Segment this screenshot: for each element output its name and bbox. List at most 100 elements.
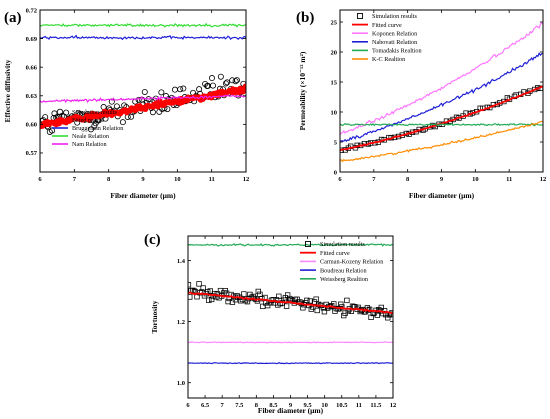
- y-tick-label: 1.4: [177, 258, 186, 265]
- x-tick-label: 11: [506, 176, 512, 183]
- legend-label: Tomadakis Realtion: [372, 48, 422, 55]
- data-point: [313, 296, 319, 302]
- data-point: [149, 109, 156, 116]
- x-axis-title: Fiber diameter (μm): [110, 191, 176, 200]
- data-point: [300, 305, 306, 311]
- x-tick-label: 7: [221, 402, 225, 409]
- y-tick-label: 20: [331, 49, 338, 56]
- data-point: [294, 296, 300, 302]
- legend-label: Fitted curve: [372, 22, 402, 29]
- legend-swatch: [56, 108, 64, 116]
- data-point: [361, 140, 368, 147]
- series-nam-relation: [40, 94, 246, 104]
- y-axis-title: Tortuosity: [150, 300, 159, 333]
- x-tick-label: 9: [440, 176, 444, 183]
- x-tick-label: 9: [141, 176, 145, 183]
- data-point: [378, 304, 384, 311]
- series-fitted-curve: [340, 85, 543, 152]
- data-point: [208, 75, 215, 82]
- legend-label: Bruggeman Relation: [72, 125, 123, 132]
- y-tick-label: 5: [334, 139, 338, 146]
- legend-label: Carman-Kozeny Relation: [320, 259, 383, 266]
- y-tick-label: 0.57: [26, 150, 38, 157]
- data-point: [222, 80, 229, 87]
- legend-swatch: [305, 241, 311, 247]
- data-point: [132, 98, 139, 105]
- legend-label: Fitted results: [72, 117, 105, 124]
- data-point: [63, 109, 70, 116]
- series-fitted-curve: [188, 291, 393, 315]
- series-koponen-relation: [340, 22, 543, 135]
- y-tick-label: 15: [331, 79, 338, 86]
- x-tick-label: 8: [255, 402, 259, 409]
- series-line: [188, 361, 393, 365]
- data-point: [188, 294, 193, 300]
- series-line: [340, 52, 543, 143]
- y-tick-label: 1.0: [177, 380, 185, 387]
- data-point: [180, 85, 187, 92]
- x-tick-label: 12: [243, 176, 250, 183]
- x-axis-title: Fiber diameter (μm): [409, 191, 475, 200]
- series-fitted-results: [40, 83, 246, 130]
- data-point: [164, 106, 171, 113]
- x-tick-label: 6: [338, 176, 342, 183]
- data-point: [196, 86, 203, 93]
- y-tick-label: 10: [331, 109, 338, 116]
- series-line: [40, 94, 246, 104]
- legend-label: Koponen Relation: [372, 30, 417, 37]
- series-line: [188, 291, 393, 315]
- series-line: [40, 34, 246, 41]
- data-point: [338, 301, 344, 307]
- series-bruggeman-relation: [40, 34, 246, 41]
- legend-label: Weissberg Realtion: [320, 276, 368, 283]
- y-tick-label: 0.72: [26, 7, 37, 14]
- y-tick-label: 1.2: [177, 319, 185, 326]
- data-point: [108, 98, 115, 105]
- chart-panel-2: (b) 6 7 8 9 10 11 12 0 5 10 15 20 25 Fiber diameter (μ…: [296, 9, 547, 200]
- data-point: [344, 297, 350, 304]
- y-tick-label: 0.69: [26, 36, 38, 43]
- data-point: [241, 291, 247, 297]
- y-tick-label: 0.66: [26, 64, 38, 71]
- x-tick-label: 9.5: [304, 402, 313, 409]
- data-point: [209, 82, 216, 89]
- plot-frame: [339, 9, 544, 173]
- x-tick-label: 10: [321, 402, 328, 409]
- data-point: [314, 307, 320, 314]
- series-simulation-results: [40, 73, 246, 135]
- data-point: [200, 285, 206, 291]
- data-point: [388, 311, 393, 317]
- x-tick-label: 8: [406, 176, 410, 183]
- x-tick-label: 12: [540, 176, 547, 183]
- data-point: [211, 290, 218, 297]
- legend-label: Simulation results: [372, 13, 417, 20]
- data-point: [156, 108, 163, 115]
- data-point: [321, 309, 328, 315]
- y-tick-label: 25: [331, 19, 338, 26]
- data-point: [113, 103, 120, 110]
- data-point: [242, 83, 246, 90]
- data-point: [225, 298, 231, 305]
- data-point: [177, 86, 184, 93]
- legend-label: Nam Relation: [72, 141, 107, 148]
- series-line: [340, 22, 543, 135]
- x-tick-label: 7.5: [235, 402, 244, 409]
- legend-label: Nabovati Relation: [372, 39, 417, 46]
- chart-panel-3: (c) 6 6.5 7 7.5 8 8.5 9 9.5 10 10.5 11 11.5 12 1.0 1.2 1…: [144, 232, 396, 415]
- series-line: [188, 242, 393, 247]
- data-point: [171, 86, 178, 93]
- plot-area: [340, 22, 543, 163]
- data-point: [232, 78, 239, 85]
- data-point: [233, 77, 240, 84]
- x-tick-label: 10.5: [336, 402, 348, 409]
- plot-area: [188, 242, 393, 365]
- x-tick-label: 10: [472, 176, 479, 183]
- x-tick-label: 9: [289, 402, 293, 409]
- x-tick-label: 6.5: [201, 402, 210, 409]
- y-tick-label: 0: [334, 169, 337, 176]
- data-point: [42, 114, 49, 121]
- series-neale-relation: [40, 22, 246, 28]
- data-point: [255, 288, 261, 295]
- series-k-c-realtion: [340, 120, 543, 163]
